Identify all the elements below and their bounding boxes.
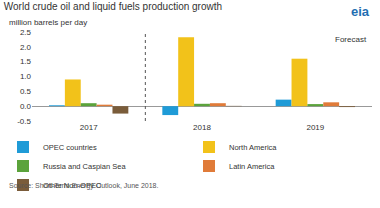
svg-text:Source: Short-Term Energy Outl: Source: Short-Term Energy Outlook, June …: [9, 182, 158, 190]
svg-text:eia: eia: [351, 4, 370, 19]
svg-text:1.5: 1.5: [20, 57, 32, 66]
svg-text:North America: North America: [229, 143, 277, 152]
svg-text:Latin America: Latin America: [229, 162, 275, 171]
svg-text:2017: 2017: [80, 123, 98, 132]
svg-text:0.5: 0.5: [20, 87, 32, 96]
svg-text:1.0: 1.0: [20, 72, 32, 81]
svg-text:million barrels per day: million barrels per day: [9, 18, 87, 27]
svg-text:0.0: 0.0: [20, 102, 32, 111]
svg-text:Other Non-OPEC: Other Non-OPEC: [43, 181, 102, 190]
svg-text:OPEC countries: OPEC countries: [43, 143, 97, 152]
svg-text:2019: 2019: [306, 123, 324, 132]
svg-text:Forecast: Forecast: [335, 35, 367, 44]
svg-text:Russia and Caspian Sea: Russia and Caspian Sea: [43, 162, 126, 171]
svg-text:2.0: 2.0: [20, 43, 32, 52]
svg-text:-0.5: -0.5: [17, 117, 31, 126]
svg-text:2018: 2018: [193, 123, 211, 132]
svg-text:World crude oil and liquid fue: World crude oil and liquid fuels product…: [4, 1, 222, 12]
svg-text:2.5: 2.5: [20, 28, 32, 37]
